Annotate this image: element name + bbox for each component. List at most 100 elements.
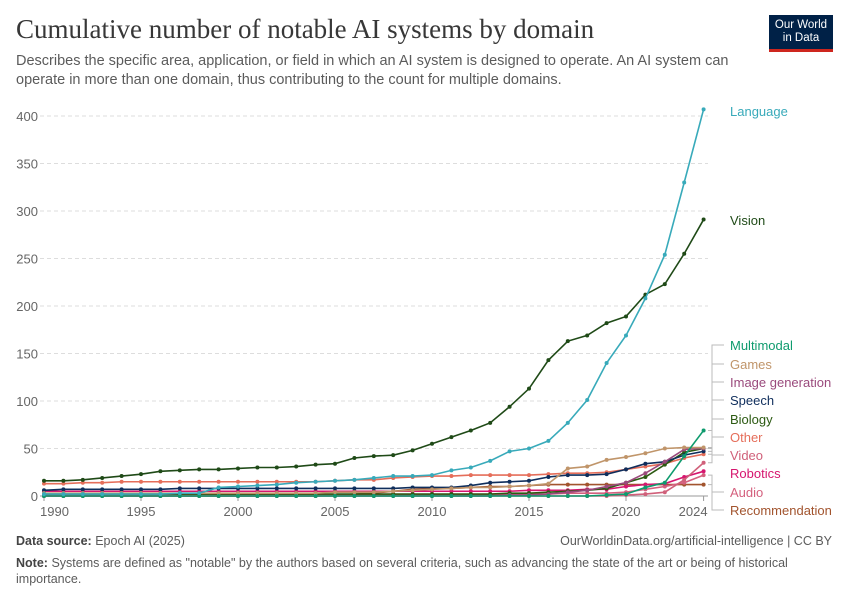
data-point[interactable]: [313, 486, 318, 491]
data-point[interactable]: [643, 296, 648, 301]
data-point[interactable]: [643, 451, 648, 456]
data-point[interactable]: [430, 473, 434, 478]
data-point[interactable]: [313, 494, 318, 498]
data-point[interactable]: [468, 494, 473, 498]
data-point[interactable]: [197, 486, 202, 491]
data-point[interactable]: [701, 482, 706, 487]
data-point[interactable]: [565, 339, 570, 344]
data-point[interactable]: [507, 449, 512, 454]
data-point[interactable]: [643, 471, 648, 476]
data-point[interactable]: [158, 492, 163, 497]
data-point[interactable]: [449, 494, 454, 498]
data-point[interactable]: [61, 492, 66, 497]
data-point[interactable]: [42, 481, 46, 486]
data-point[interactable]: [255, 483, 260, 488]
data-point[interactable]: [274, 486, 279, 491]
series-multimodal[interactable]: Multimodal: [42, 338, 793, 498]
data-point[interactable]: [410, 485, 415, 490]
data-point[interactable]: [662, 282, 667, 287]
data-point[interactable]: [624, 480, 628, 485]
data-point[interactable]: [119, 474, 124, 479]
data-point[interactable]: [255, 479, 260, 484]
data-point[interactable]: [197, 494, 202, 498]
data-point[interactable]: [488, 458, 493, 463]
data-point[interactable]: [42, 478, 46, 483]
data-point[interactable]: [565, 482, 570, 487]
data-point[interactable]: [585, 398, 590, 403]
data-point[interactable]: [682, 454, 687, 459]
data-point[interactable]: [624, 333, 628, 338]
data-point[interactable]: [468, 489, 473, 494]
data-point[interactable]: [488, 480, 493, 485]
series-label[interactable]: Image generation: [730, 375, 831, 390]
data-point[interactable]: [546, 358, 551, 363]
data-point[interactable]: [236, 494, 240, 498]
data-point[interactable]: [139, 472, 143, 477]
data-point[interactable]: [662, 480, 667, 485]
series-label[interactable]: Biology: [730, 412, 773, 427]
data-point[interactable]: [274, 479, 279, 484]
data-point[interactable]: [61, 478, 66, 483]
data-point[interactable]: [371, 486, 376, 491]
data-point[interactable]: [507, 479, 512, 484]
data-point[interactable]: [158, 469, 163, 474]
source-url[interactable]: OurWorldinData.org/artificial-intelligen…: [560, 534, 832, 548]
data-point[interactable]: [313, 462, 318, 467]
series-label[interactable]: Video: [730, 448, 763, 463]
data-point[interactable]: [527, 483, 531, 488]
data-point[interactable]: [333, 486, 337, 491]
data-point[interactable]: [100, 475, 105, 480]
data-point[interactable]: [61, 487, 66, 492]
data-point[interactable]: [410, 474, 415, 479]
data-point[interactable]: [158, 479, 163, 484]
data-point[interactable]: [139, 492, 143, 497]
data-point[interactable]: [177, 486, 182, 491]
data-point[interactable]: [294, 491, 299, 496]
data-point[interactable]: [527, 446, 531, 451]
data-point[interactable]: [585, 488, 590, 493]
series-label[interactable]: Robotics: [730, 466, 781, 481]
data-point[interactable]: [119, 487, 124, 492]
data-point[interactable]: [701, 460, 706, 465]
data-point[interactable]: [313, 479, 318, 484]
data-point[interactable]: [565, 494, 570, 498]
data-point[interactable]: [274, 465, 279, 470]
data-point[interactable]: [352, 494, 357, 498]
data-point[interactable]: [236, 466, 240, 471]
data-point[interactable]: [449, 489, 454, 494]
data-point[interactable]: [468, 485, 473, 490]
series-label[interactable]: Language: [730, 104, 788, 119]
data-point[interactable]: [682, 445, 687, 450]
data-point[interactable]: [624, 484, 628, 489]
data-point[interactable]: [430, 487, 434, 492]
data-point[interactable]: [391, 453, 396, 458]
data-point[interactable]: [527, 494, 531, 498]
data-point[interactable]: [313, 491, 318, 496]
series-vision[interactable]: Vision: [42, 213, 765, 483]
data-point[interactable]: [682, 180, 687, 185]
data-point[interactable]: [701, 445, 706, 450]
data-point[interactable]: [507, 404, 512, 409]
data-point[interactable]: [371, 475, 376, 480]
data-point[interactable]: [585, 494, 590, 498]
data-point[interactable]: [565, 466, 570, 471]
data-point[interactable]: [662, 490, 667, 495]
data-point[interactable]: [488, 473, 493, 478]
data-point[interactable]: [488, 494, 493, 498]
data-point[interactable]: [624, 492, 628, 497]
data-point[interactable]: [139, 479, 143, 484]
data-point[interactable]: [61, 481, 66, 486]
data-point[interactable]: [197, 479, 202, 484]
data-point[interactable]: [236, 484, 240, 489]
data-point[interactable]: [682, 450, 687, 455]
series-label[interactable]: Games: [730, 357, 772, 372]
data-point[interactable]: [100, 492, 105, 497]
series-other[interactable]: Other: [42, 430, 763, 486]
data-point[interactable]: [177, 491, 182, 496]
data-point[interactable]: [216, 479, 221, 484]
data-point[interactable]: [643, 461, 648, 466]
series-label[interactable]: Multimodal: [730, 338, 793, 353]
data-point[interactable]: [449, 486, 454, 491]
data-point[interactable]: [643, 475, 648, 479]
data-point[interactable]: [177, 468, 182, 473]
